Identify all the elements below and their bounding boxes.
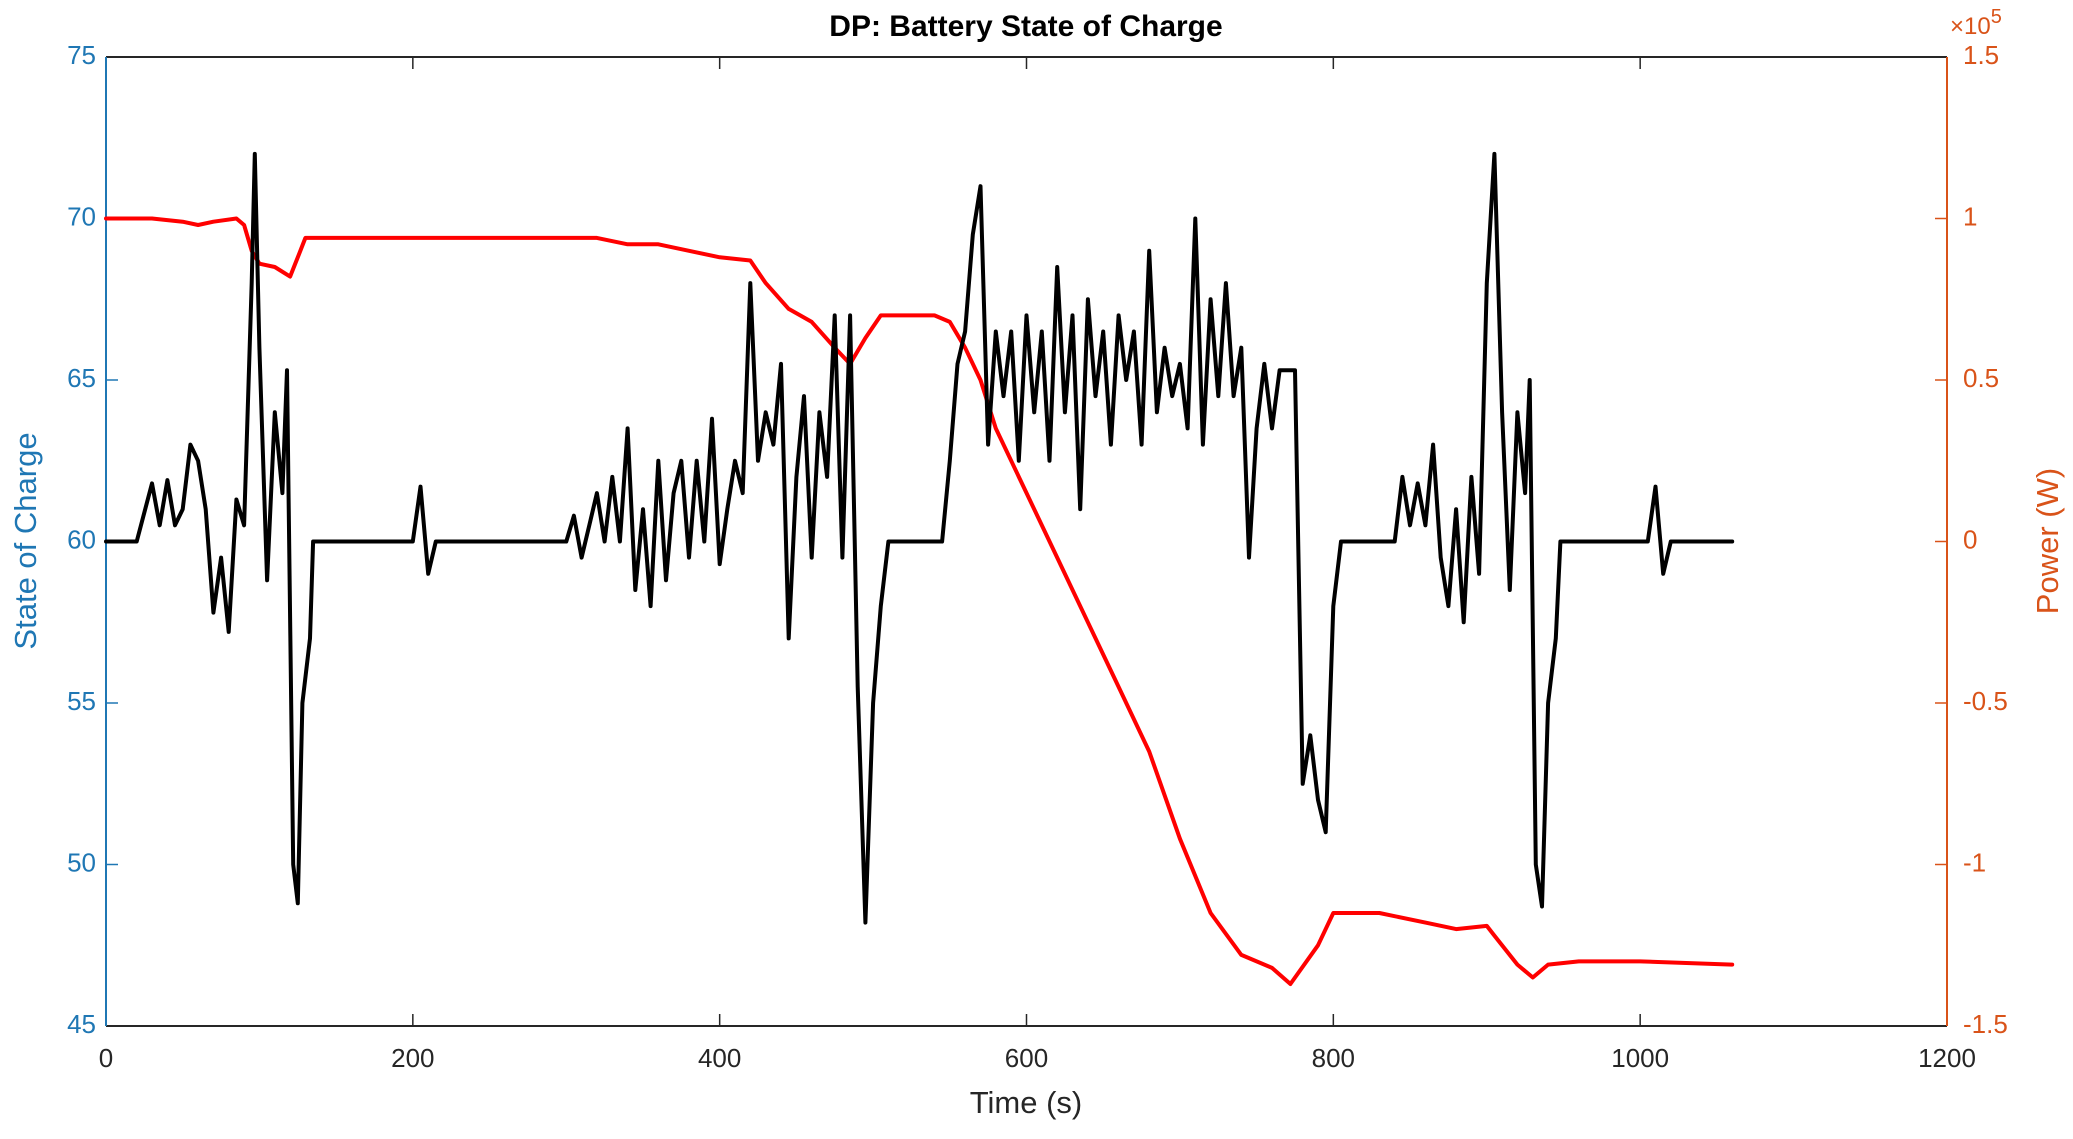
y2-tick-label: 1.5	[1963, 40, 1999, 70]
y-tick-label: 50	[67, 847, 96, 877]
y2-tick-label: -0.5	[1963, 686, 2008, 716]
chart-title: DP: Battery State of Charge	[829, 10, 1222, 43]
x-tick-label: 400	[698, 1043, 741, 1073]
series-line	[104, 151, 1735, 925]
y-tick-label: 75	[67, 40, 96, 70]
y-axis-label: State of Charge	[8, 432, 43, 649]
x-axis-label: Time (s)	[970, 1085, 1083, 1120]
x-tick-label: 800	[1312, 1043, 1355, 1073]
series-line	[104, 216, 1735, 986]
y2-tick-label: 0	[1963, 524, 1977, 554]
x-tick-label: 200	[391, 1043, 434, 1073]
multiplier-base: ×10	[1950, 13, 1991, 40]
y2-tick-label: 0.5	[1963, 363, 1999, 393]
y2-tick-label: 1	[1963, 201, 1977, 231]
y-tick-label: 45	[67, 1009, 96, 1039]
x-tick-label: 1200	[1918, 1043, 1976, 1073]
y2-tick-label: -1	[1963, 847, 1986, 877]
y-tick-label: 55	[67, 686, 96, 716]
x-tick-label: 1000	[1611, 1043, 1669, 1073]
y-tick-label: 60	[67, 524, 96, 554]
y2-axis-label: Power (W)	[2030, 468, 2065, 614]
y2-tick-label: -1.5	[1963, 1009, 2008, 1039]
y-tick-label: 70	[67, 201, 96, 231]
y-tick-label: 65	[67, 363, 96, 393]
y2-multiplier: ×105	[1950, 6, 2002, 40]
x-tick-label: 0	[99, 1043, 113, 1073]
x-tick-label: 600	[1005, 1043, 1048, 1073]
multiplier-exponent: 5	[1991, 6, 2002, 28]
